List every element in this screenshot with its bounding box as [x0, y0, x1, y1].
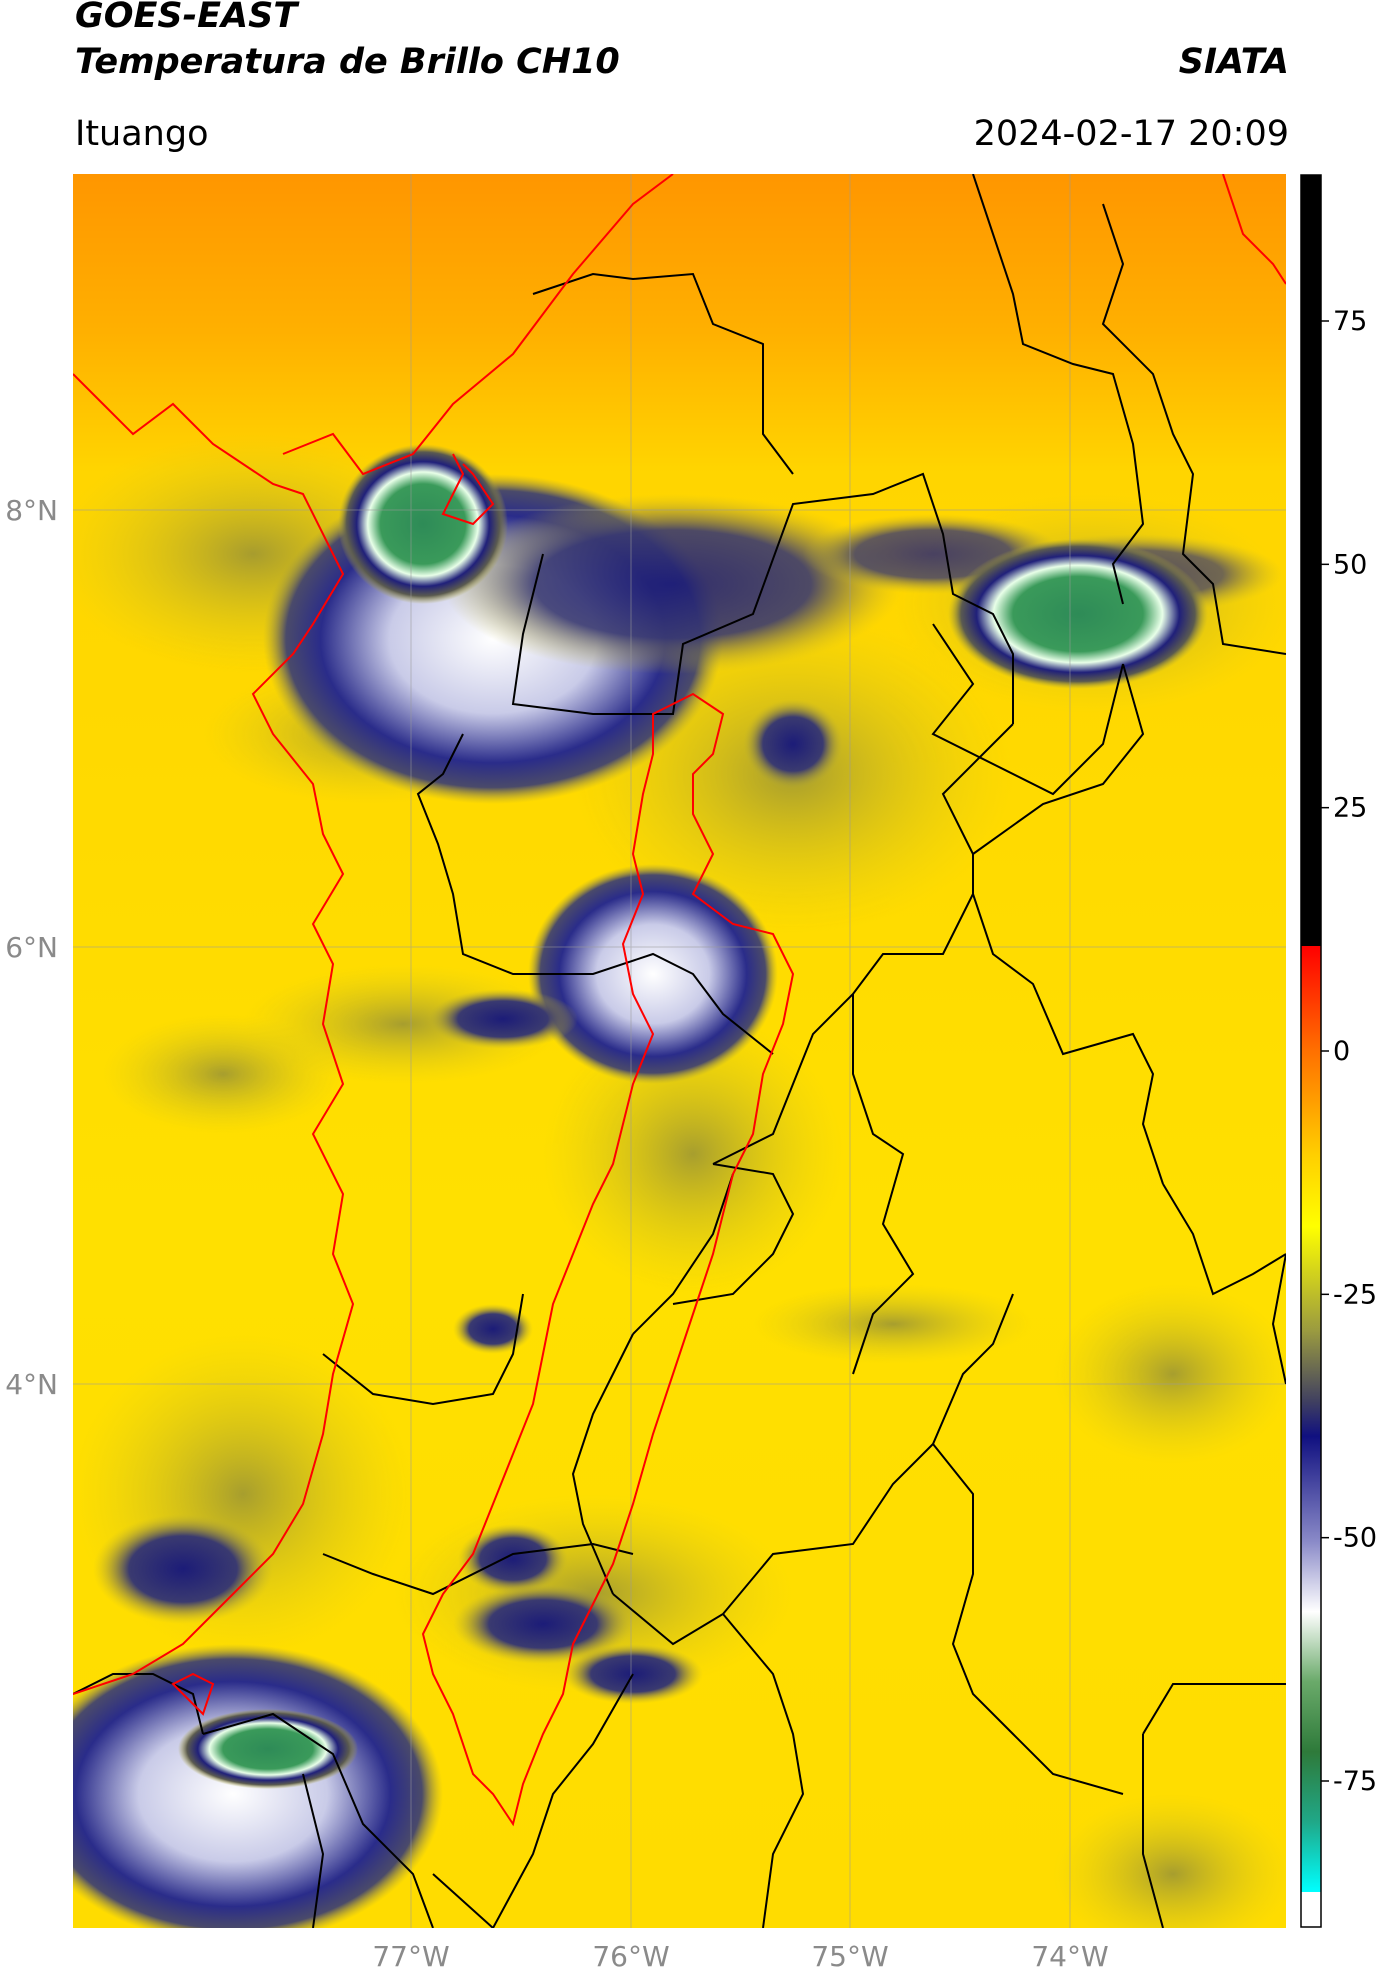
lon-label-75w: 75°W: [811, 1940, 888, 1973]
lat-label-6n: 6°N: [5, 931, 58, 964]
lat-label-4n: 4°N: [5, 1368, 58, 1401]
timestamp-label: 2024-02-17 20:09: [973, 114, 1289, 154]
lon-label-77w: 77°W: [372, 1940, 449, 1973]
department-boundaries: [73, 174, 1286, 1928]
region-label: Ituango: [75, 114, 209, 154]
colorbar-gradient: [1300, 174, 1322, 1928]
product-title: Temperatura de Brillo CH10: [75, 42, 620, 82]
brightness-temperature-map: [73, 174, 1286, 1928]
colorbar-tick-label: -50: [1333, 1523, 1377, 1554]
colorbar-tick-label: 50: [1333, 549, 1367, 580]
colorbar-tick-label: 0: [1333, 1036, 1350, 1067]
latitude-axis: 8°N 6°N 4°N: [5, 494, 58, 1401]
colorbar-tick-label: -75: [1333, 1766, 1377, 1797]
lon-label-76w: 76°W: [592, 1940, 669, 1973]
lat-label-8n: 8°N: [5, 494, 58, 527]
convective-storms: [73, 444, 1283, 1928]
temperature-colorbar: 75 50 25 0 -25 -50 -75: [1300, 174, 1377, 1928]
lon-label-74w: 74°W: [1031, 1940, 1108, 1973]
colorbar-tick-label: 25: [1333, 793, 1367, 824]
colorbar-tick-label: -25: [1333, 1279, 1377, 1310]
graticule: [73, 174, 1286, 1928]
organization-label: SIATA: [1178, 42, 1289, 82]
satellite-title: GOES-EAST: [75, 0, 298, 36]
colorbar-tick-label: 75: [1333, 306, 1367, 337]
longitude-axis: 77°W 76°W 75°W 74°W: [372, 1940, 1108, 1973]
highlighted-boundaries: [73, 174, 1286, 1827]
